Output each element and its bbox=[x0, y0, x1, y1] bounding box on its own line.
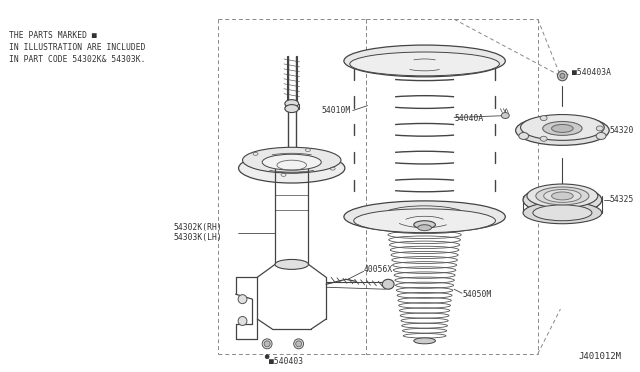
Ellipse shape bbox=[544, 189, 581, 202]
Ellipse shape bbox=[238, 295, 247, 304]
Ellipse shape bbox=[560, 73, 565, 78]
Ellipse shape bbox=[264, 341, 270, 347]
Ellipse shape bbox=[527, 184, 598, 208]
Ellipse shape bbox=[557, 71, 567, 81]
Text: IN PART CODE 54302K& 54303K.: IN PART CODE 54302K& 54303K. bbox=[9, 55, 146, 64]
Ellipse shape bbox=[552, 192, 573, 200]
Ellipse shape bbox=[540, 116, 547, 121]
Ellipse shape bbox=[596, 132, 606, 140]
Text: 40056X: 40056X bbox=[364, 265, 393, 274]
Ellipse shape bbox=[243, 147, 341, 173]
Ellipse shape bbox=[294, 339, 303, 349]
Ellipse shape bbox=[344, 45, 506, 77]
Ellipse shape bbox=[275, 259, 308, 269]
Ellipse shape bbox=[523, 186, 602, 214]
Ellipse shape bbox=[552, 125, 573, 132]
Text: 54320: 54320 bbox=[610, 126, 634, 135]
Ellipse shape bbox=[414, 338, 435, 344]
Ellipse shape bbox=[354, 209, 495, 232]
Text: 54035: 54035 bbox=[462, 215, 486, 224]
Text: 54040A: 54040A bbox=[454, 114, 483, 123]
Ellipse shape bbox=[596, 126, 604, 131]
Ellipse shape bbox=[501, 113, 509, 119]
Ellipse shape bbox=[536, 187, 589, 205]
Text: 54325: 54325 bbox=[610, 195, 634, 204]
Text: ■540403: ■540403 bbox=[269, 357, 303, 366]
Ellipse shape bbox=[344, 201, 506, 232]
Ellipse shape bbox=[516, 116, 609, 145]
Ellipse shape bbox=[239, 153, 345, 183]
Ellipse shape bbox=[265, 355, 269, 359]
Text: J401012M: J401012M bbox=[579, 352, 621, 361]
Ellipse shape bbox=[540, 136, 547, 141]
Text: IN ILLUSTRATION ARE INCLUDED: IN ILLUSTRATION ARE INCLUDED bbox=[9, 43, 146, 52]
Ellipse shape bbox=[238, 317, 247, 326]
Ellipse shape bbox=[285, 100, 299, 108]
Ellipse shape bbox=[296, 341, 301, 347]
Text: 54303K(LH): 54303K(LH) bbox=[173, 233, 222, 242]
Text: ■540403A: ■540403A bbox=[572, 68, 611, 77]
Ellipse shape bbox=[520, 115, 604, 140]
Text: THE PARTS MARKED ■: THE PARTS MARKED ■ bbox=[9, 31, 97, 40]
Ellipse shape bbox=[382, 279, 394, 289]
Ellipse shape bbox=[533, 205, 592, 221]
Ellipse shape bbox=[414, 221, 435, 229]
Ellipse shape bbox=[519, 132, 529, 140]
Ellipse shape bbox=[262, 339, 272, 349]
Ellipse shape bbox=[543, 122, 582, 135]
Ellipse shape bbox=[418, 225, 431, 231]
Ellipse shape bbox=[523, 202, 602, 224]
Ellipse shape bbox=[285, 105, 299, 113]
Ellipse shape bbox=[262, 154, 321, 170]
Ellipse shape bbox=[350, 52, 499, 76]
Text: 54302K(RH): 54302K(RH) bbox=[173, 223, 222, 232]
Text: 54050M: 54050M bbox=[462, 290, 492, 299]
Text: 54010M: 54010M bbox=[321, 106, 351, 115]
